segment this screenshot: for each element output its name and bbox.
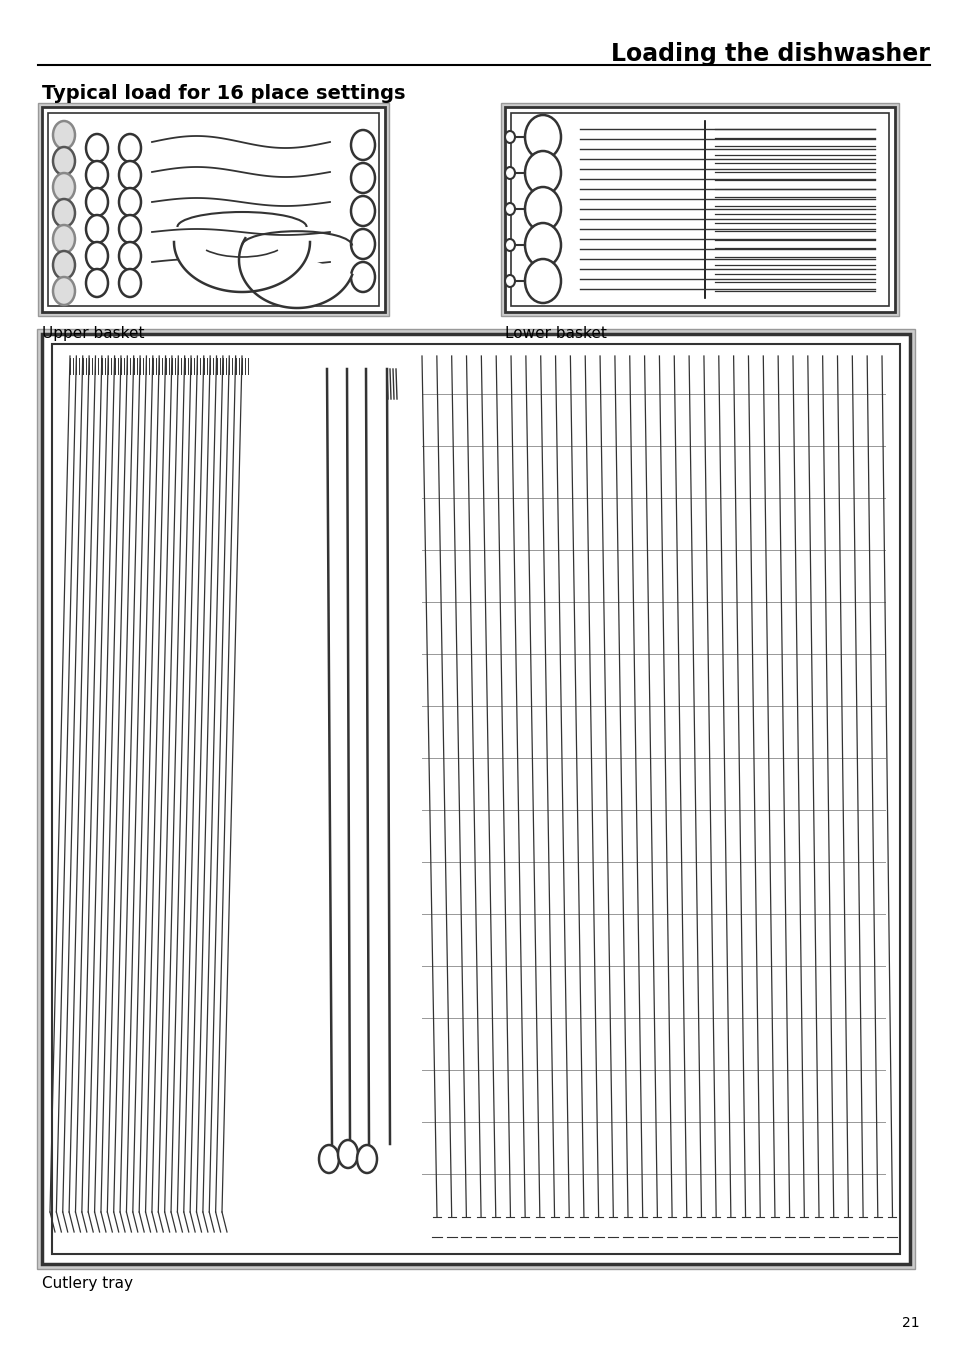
Ellipse shape (53, 199, 75, 227)
Text: Typical load for 16 place settings: Typical load for 16 place settings (42, 84, 405, 103)
Polygon shape (173, 242, 310, 292)
Ellipse shape (524, 260, 560, 303)
Ellipse shape (86, 242, 108, 270)
Ellipse shape (119, 215, 141, 243)
Ellipse shape (504, 131, 515, 143)
Ellipse shape (53, 224, 75, 253)
Ellipse shape (351, 228, 375, 260)
Ellipse shape (356, 1145, 376, 1174)
Ellipse shape (53, 147, 75, 174)
Polygon shape (239, 238, 352, 308)
Text: 21: 21 (902, 1315, 919, 1330)
Ellipse shape (53, 277, 75, 306)
Text: Lower basket: Lower basket (504, 326, 606, 341)
Ellipse shape (318, 1145, 338, 1174)
Ellipse shape (524, 151, 560, 195)
Ellipse shape (351, 196, 375, 226)
Ellipse shape (53, 173, 75, 201)
Ellipse shape (119, 188, 141, 216)
FancyBboxPatch shape (42, 107, 385, 312)
Ellipse shape (524, 115, 560, 160)
Ellipse shape (119, 134, 141, 162)
Ellipse shape (524, 223, 560, 266)
Ellipse shape (53, 120, 75, 149)
Ellipse shape (119, 242, 141, 270)
Ellipse shape (504, 274, 515, 287)
Text: Upper basket: Upper basket (42, 326, 144, 341)
Ellipse shape (351, 164, 375, 193)
Ellipse shape (119, 269, 141, 297)
Ellipse shape (86, 215, 108, 243)
Ellipse shape (504, 168, 515, 178)
FancyBboxPatch shape (42, 334, 909, 1264)
Text: Loading the dishwasher: Loading the dishwasher (611, 42, 929, 66)
Ellipse shape (337, 1140, 357, 1168)
Ellipse shape (119, 161, 141, 189)
Ellipse shape (524, 187, 560, 231)
Ellipse shape (86, 134, 108, 162)
Ellipse shape (504, 203, 515, 215)
Ellipse shape (504, 239, 515, 251)
Ellipse shape (86, 161, 108, 189)
Ellipse shape (351, 262, 375, 292)
FancyBboxPatch shape (37, 329, 914, 1270)
Ellipse shape (53, 251, 75, 279)
Text: Cutlery tray: Cutlery tray (42, 1276, 132, 1291)
Ellipse shape (86, 188, 108, 216)
FancyBboxPatch shape (504, 107, 894, 312)
FancyBboxPatch shape (38, 103, 389, 316)
Ellipse shape (86, 269, 108, 297)
FancyBboxPatch shape (500, 103, 898, 316)
Ellipse shape (351, 130, 375, 160)
